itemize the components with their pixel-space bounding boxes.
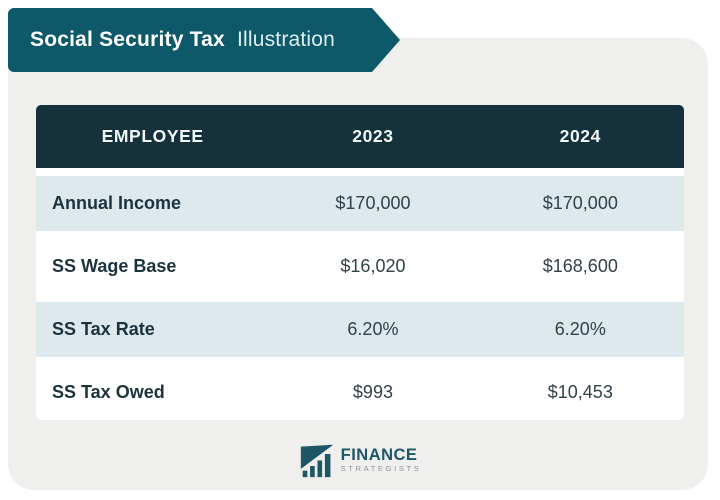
- finance-strategists-logo: FINANCE STRATEGISTS: [299, 442, 422, 479]
- row-label: SS Wage Base: [52, 256, 177, 276]
- value-2023: $993: [352, 382, 393, 402]
- table-row-ss-tax-rate: SS Tax Rate 6.20% 6.20%: [36, 302, 684, 357]
- column-header-2023: 2023: [352, 126, 394, 146]
- value-2024: $168,600: [542, 256, 618, 276]
- column-header-2024: 2024: [559, 126, 601, 146]
- value-2024: 6.20%: [554, 319, 606, 339]
- brand-subname: STRATEGISTS: [340, 464, 422, 474]
- logo-wordmark: FINANCE STRATEGISTS: [341, 447, 422, 473]
- footer: FINANCE STRATEGISTS: [0, 438, 720, 482]
- page-title-secondary: Illustration: [236, 28, 336, 51]
- row-label: Annual Income: [52, 193, 182, 213]
- page-title: Social Security Tax Illustration: [8, 28, 335, 52]
- value-2023: 6.20%: [347, 319, 399, 339]
- value-2023: $170,000: [335, 193, 411, 213]
- brand-name: FINANCE: [340, 445, 418, 464]
- row-label: SS Tax Rate: [52, 319, 155, 339]
- growth-bars-chart-icon: [300, 444, 333, 477]
- table-row-ss-tax-owed: SS Tax Owed $993 $10,453: [36, 365, 684, 420]
- table-row-ss-wage-base: SS Wage Base $16,020 $168,600: [36, 239, 684, 294]
- table-header-row: EMPLOYEE 2023 2024: [36, 105, 684, 168]
- page-title-main: Social Security Tax: [30, 28, 225, 51]
- value-2024: $10,453: [547, 382, 613, 402]
- title-banner: Social Security Tax Illustration: [8, 8, 400, 72]
- column-header-employee: EMPLOYEE: [101, 126, 204, 146]
- table-row-annual-income: Annual Income $170,000 $170,000: [36, 176, 684, 231]
- value-2024: $170,000: [542, 193, 618, 213]
- value-2023: $16,020: [340, 256, 406, 276]
- tax-comparison-table: EMPLOYEE 2023 2024 Annual Income $170,00…: [36, 105, 684, 420]
- row-label: SS Tax Owed: [52, 382, 165, 402]
